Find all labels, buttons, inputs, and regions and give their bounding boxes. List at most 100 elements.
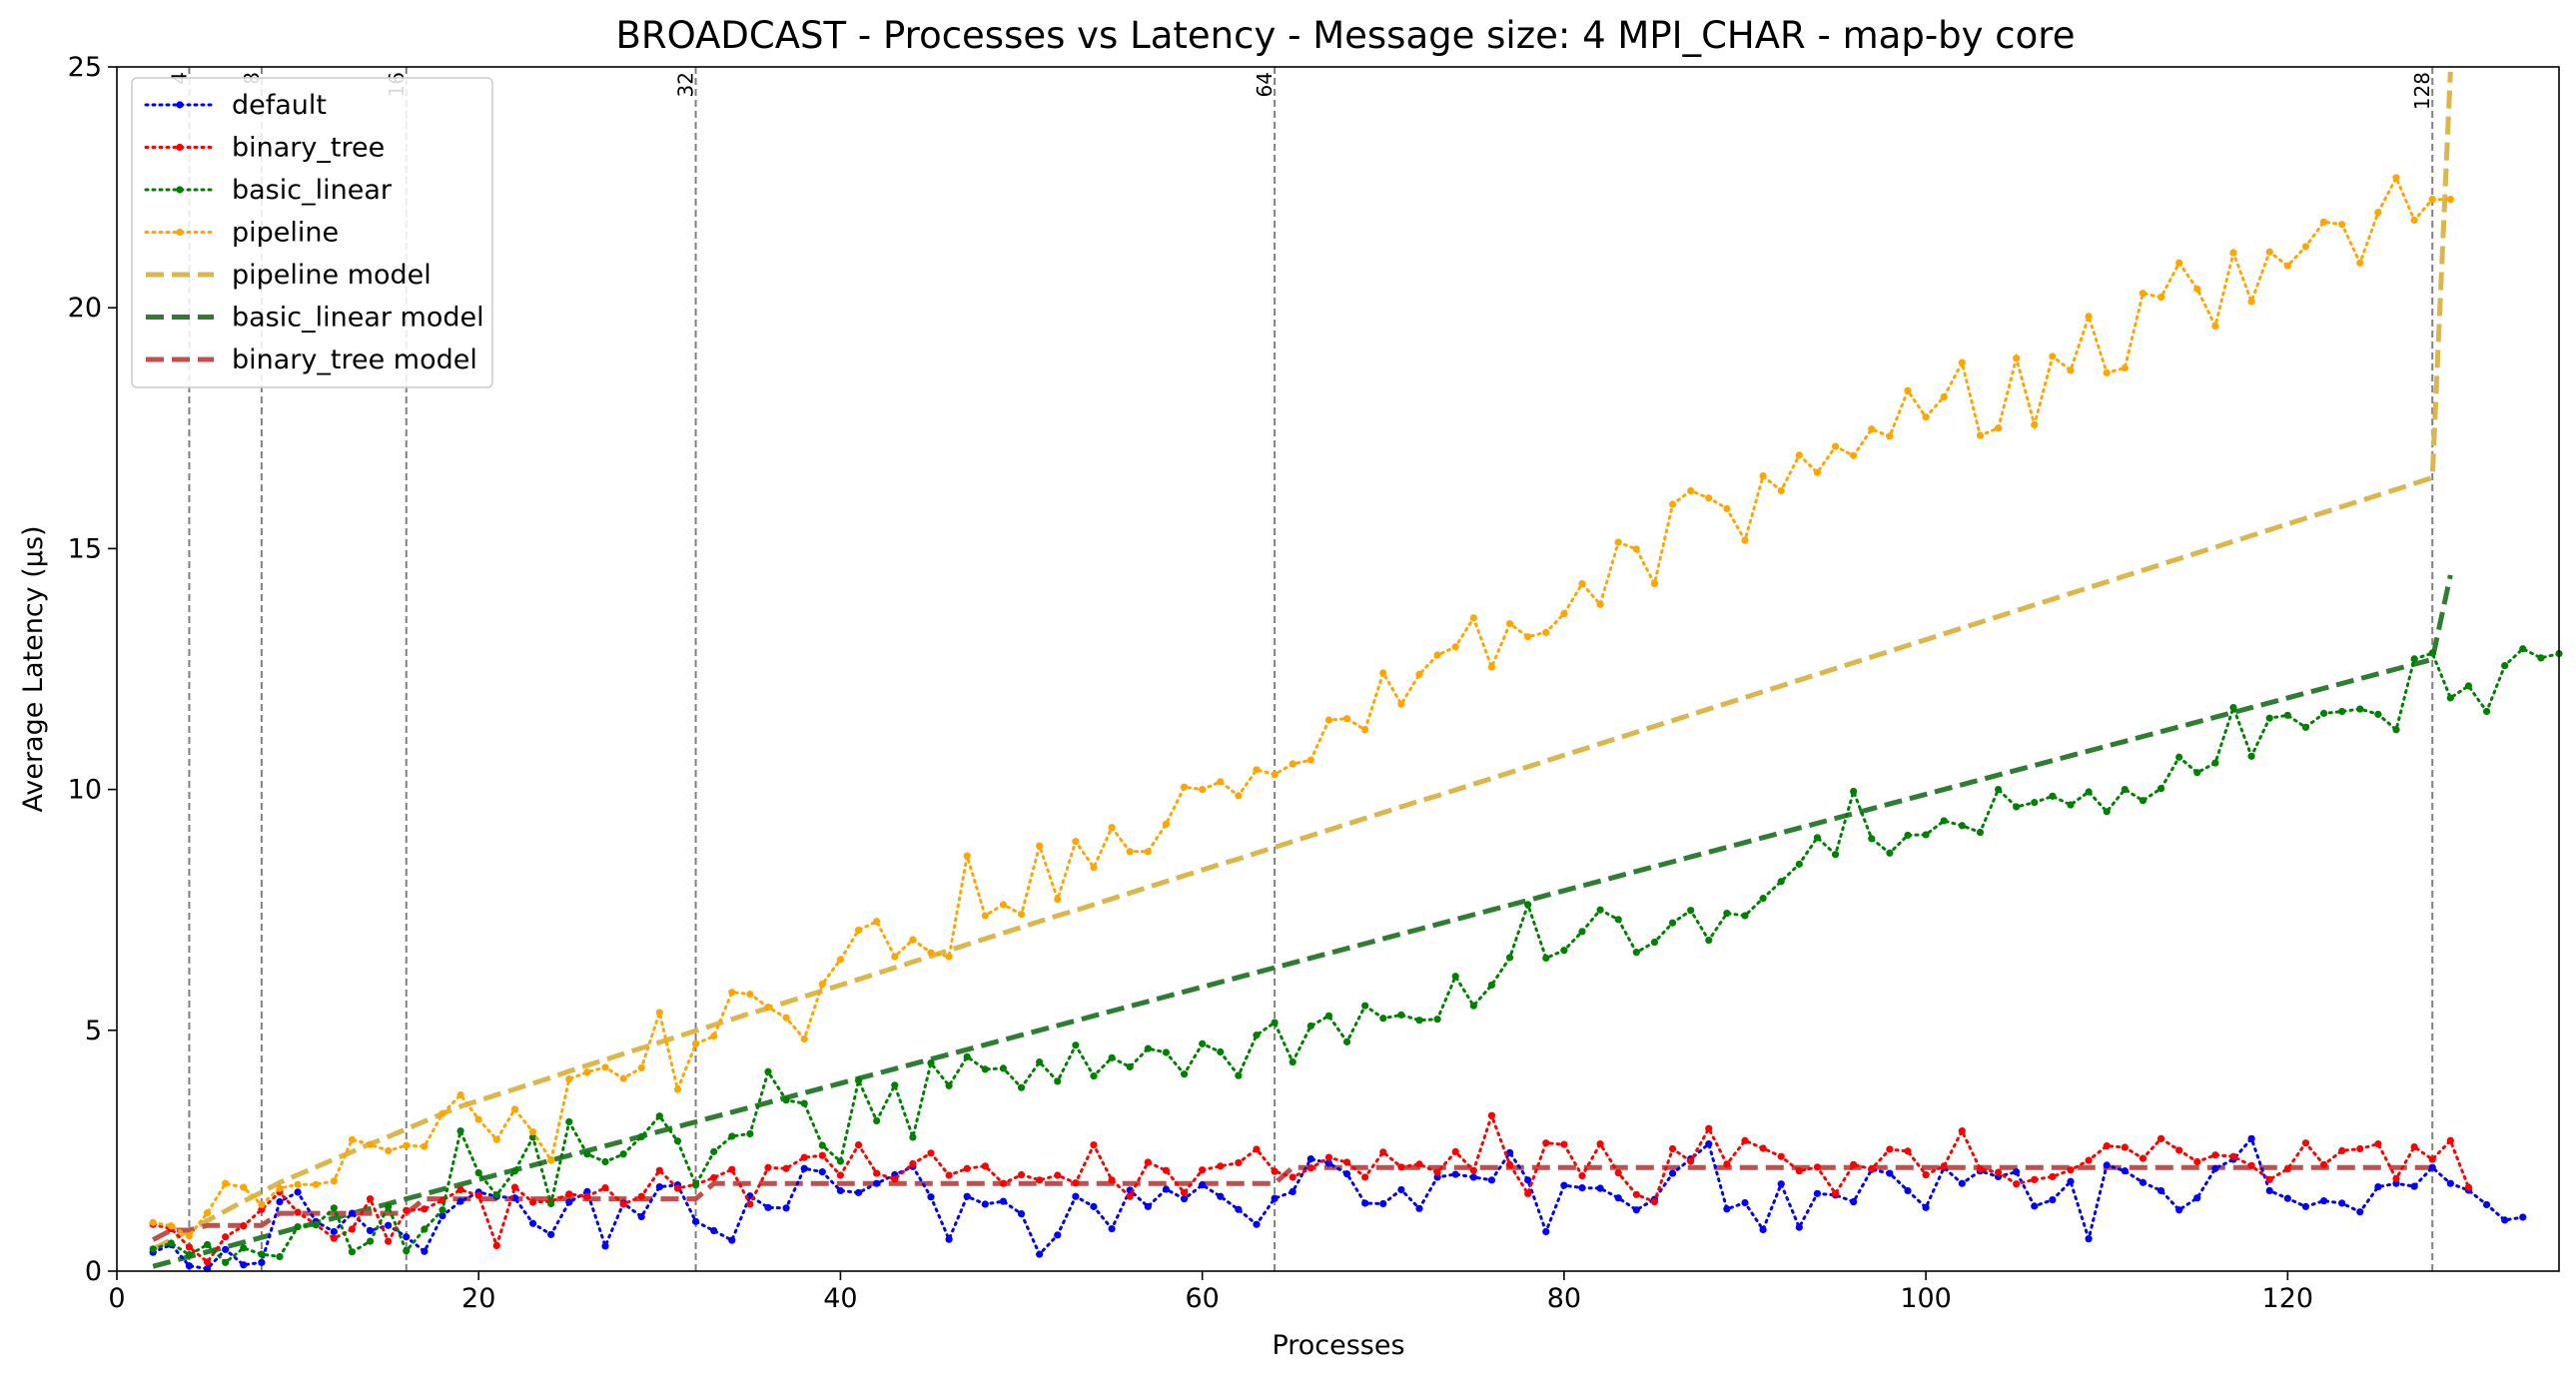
x-tick-label: 20 <box>461 1283 495 1314</box>
data-point-binary-tree <box>421 1205 429 1213</box>
legend-label: binary_tree model <box>232 344 477 375</box>
data-point-pipeline <box>1306 756 1314 764</box>
data-point-basic-linear <box>999 1064 1008 1072</box>
data-point-pipeline <box>203 1209 212 1217</box>
data-point-binary-tree <box>1505 1160 1514 1168</box>
data-point-binary-tree <box>565 1190 573 1198</box>
data-point-basic-linear <box>510 1167 519 1175</box>
data-point-default <box>1542 1227 1550 1236</box>
data-point-pipeline <box>2031 420 2039 429</box>
data-point-pipeline <box>1397 700 1405 708</box>
data-point-binary-tree <box>294 1208 302 1216</box>
data-point-pipeline <box>294 1180 302 1188</box>
data-point-basic-linear <box>167 1239 175 1247</box>
data-point-basic-linear <box>891 1081 899 1089</box>
data-point-binary-tree <box>1054 1171 1062 1179</box>
data-point-binary-tree <box>1777 1152 1785 1160</box>
data-point-binary-tree <box>2121 1143 2129 1151</box>
data-point-basic-linear <box>2013 803 2021 811</box>
data-point-binary-tree <box>1379 1148 1387 1156</box>
data-point-binary-tree <box>836 1171 845 1179</box>
data-point-pipeline <box>1108 824 1116 832</box>
data-point-default <box>1090 1202 1098 1210</box>
y-tick-label: 0 <box>85 1256 102 1287</box>
data-point-basic-linear <box>2031 799 2039 807</box>
data-point-pipeline <box>782 1014 790 1022</box>
data-point-binary-tree <box>2265 1175 2273 1183</box>
data-point-basic-linear <box>601 1157 609 1166</box>
data-point-pipeline <box>836 956 845 964</box>
data-point-default <box>385 1221 393 1229</box>
data-point-basic-linear <box>1795 860 1803 868</box>
data-point-basic-linear <box>330 1204 338 1212</box>
x-tick-label: 100 <box>1900 1283 1952 1314</box>
data-point-pipeline <box>1379 669 1387 677</box>
data-point-pipeline <box>421 1142 429 1150</box>
data-point-binary-tree <box>385 1237 393 1245</box>
data-point-pipeline <box>1994 424 2003 432</box>
x-tick-label: 80 <box>1547 1283 1581 1314</box>
data-point-binary-tree <box>222 1233 230 1241</box>
data-point-default <box>565 1198 573 1206</box>
data-point-default <box>1199 1181 1207 1189</box>
data-point-binary-tree <box>873 1169 881 1177</box>
data-point-default <box>1958 1179 1966 1187</box>
data-point-binary-tree <box>927 1149 935 1157</box>
data-point-default <box>1795 1223 1803 1231</box>
data-point-default <box>2085 1235 2093 1243</box>
data-point-default <box>691 1217 700 1225</box>
data-point-binary-tree <box>1361 1173 1369 1181</box>
data-point-default <box>2301 1202 2310 1210</box>
data-point-pipeline <box>456 1090 464 1099</box>
data-point-binary-tree <box>1524 1189 1532 1197</box>
data-point-pipeline <box>240 1183 248 1191</box>
data-point-binary-tree <box>1940 1162 1948 1170</box>
data-point-binary-tree <box>510 1183 519 1191</box>
data-point-basic-linear <box>474 1168 482 1177</box>
data-point-default <box>637 1212 645 1221</box>
y-tick-label: 5 <box>85 1016 102 1046</box>
data-point-basic-linear <box>1850 787 1858 796</box>
data-point-binary-tree <box>891 1175 899 1183</box>
data-point-default <box>2193 1194 2201 1202</box>
data-point-basic-linear <box>2482 707 2491 716</box>
data-point-binary-tree <box>474 1191 482 1199</box>
data-point-pipeline <box>1469 614 1477 622</box>
data-point-pipeline <box>1759 471 1767 480</box>
legend-entry-pipeline-model: pipeline model <box>146 260 431 291</box>
data-point-default <box>1668 1169 1677 1177</box>
data-point-binary-tree <box>2338 1146 2346 1154</box>
data-point-basic-linear <box>312 1221 320 1229</box>
data-point-default <box>240 1261 248 1269</box>
data-point-default <box>963 1192 971 1200</box>
data-point-binary-tree <box>1451 1147 1459 1155</box>
data-point-pipeline <box>981 912 989 920</box>
data-point-binary-tree <box>203 1258 212 1266</box>
data-point-basic-linear <box>2410 655 2418 663</box>
data-point-basic-linear <box>348 1248 357 1256</box>
data-point-basic-linear <box>1072 1041 1080 1049</box>
data-point-default <box>1036 1250 1044 1258</box>
x-tick-label: 40 <box>823 1283 857 1314</box>
data-point-basic-linear <box>1487 981 1496 990</box>
data-point-basic-linear <box>1596 906 1604 914</box>
data-point-pipeline <box>1217 778 1225 786</box>
data-point-binary-tree <box>583 1192 591 1200</box>
data-point-default <box>2139 1178 2147 1186</box>
data-point-default <box>222 1245 230 1253</box>
data-point-default <box>2319 1196 2328 1205</box>
data-point-binary-tree <box>330 1234 338 1242</box>
data-point-binary-tree <box>637 1192 645 1200</box>
legend-entry-pipeline: pipeline <box>144 218 339 249</box>
data-point-pipeline <box>909 936 917 944</box>
data-point-pipeline <box>1850 451 1858 459</box>
data-point-basic-linear <box>421 1225 429 1233</box>
data-point-binary-tree <box>1868 1165 1876 1173</box>
legend-entry-binary-tree-model: binary_tree model <box>146 344 477 375</box>
data-point-basic-linear <box>2464 682 2473 690</box>
data-point-default <box>818 1168 826 1176</box>
data-point-binary-tree <box>2464 1183 2473 1191</box>
data-point-default <box>1741 1198 1749 1207</box>
data-point-binary-tree <box>1017 1170 1026 1179</box>
chart-title: BROADCAST - Processes vs Latency - Messa… <box>616 14 2076 57</box>
